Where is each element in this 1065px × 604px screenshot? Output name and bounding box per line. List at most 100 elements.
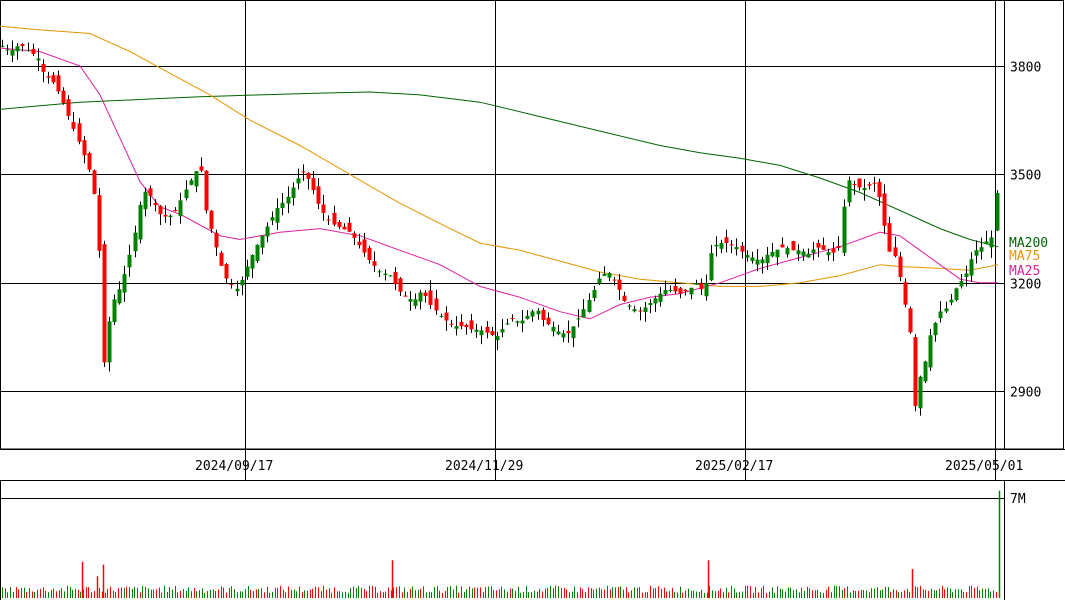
candle-up: [928, 335, 933, 368]
candle-down: [423, 292, 428, 296]
candle-down: [428, 290, 433, 305]
candle-up: [561, 333, 566, 338]
candle-up: [235, 288, 240, 292]
candle-up: [138, 204, 143, 240]
candle-up: [194, 171, 199, 187]
candle-up: [811, 249, 816, 253]
candle-up: [709, 253, 714, 281]
candle-down: [362, 239, 367, 253]
candle-down: [224, 264, 229, 279]
candle-up: [923, 361, 928, 382]
y-tick-label: 3500: [1010, 169, 1041, 184]
candle-down: [357, 241, 362, 246]
candle-up: [826, 252, 831, 256]
candle-up: [842, 206, 847, 253]
candle-down: [780, 244, 785, 248]
candle-down: [342, 226, 347, 230]
candle-down: [337, 221, 342, 228]
candle-up: [949, 299, 954, 303]
candle-down: [163, 214, 168, 217]
candle-down: [20, 44, 25, 47]
candle-up: [760, 259, 765, 264]
candle-down: [913, 337, 918, 406]
candle-down: [347, 222, 352, 232]
candle-up: [530, 311, 535, 317]
candle-down: [372, 261, 377, 266]
candle-down: [219, 252, 224, 266]
candle-down: [46, 76, 51, 78]
candle-down: [617, 279, 622, 290]
candle-up: [632, 309, 637, 312]
candle-down: [332, 212, 337, 225]
candle-up: [117, 289, 122, 304]
candle-down: [485, 326, 490, 333]
candle-up: [587, 299, 592, 312]
candle-down: [857, 178, 862, 188]
candle-down: [61, 90, 66, 104]
y-tick-label: 2900: [1010, 386, 1041, 401]
candle-up: [377, 271, 382, 273]
candle-up: [755, 259, 760, 265]
candle-down: [71, 122, 76, 129]
candle-up: [704, 283, 709, 297]
candle-up: [627, 305, 632, 307]
candle-up: [0, 45, 5, 47]
candle-down: [66, 99, 71, 116]
candle-down: [566, 330, 571, 334]
candle-up: [918, 376, 923, 409]
candle-down: [321, 204, 326, 213]
candle-up: [10, 49, 15, 56]
candle-up: [592, 290, 597, 299]
candle-up: [969, 259, 974, 276]
candle-down: [199, 166, 204, 171]
candle-down: [102, 244, 107, 363]
candle-down: [678, 288, 683, 294]
candle-down: [638, 310, 643, 312]
candle-down: [887, 223, 892, 252]
candle-up: [168, 215, 173, 217]
candle-up: [551, 326, 556, 332]
candle-down: [816, 242, 821, 248]
candle-down: [882, 193, 887, 226]
candle-up: [745, 255, 750, 258]
candle-up: [785, 248, 790, 255]
candle-up: [750, 257, 755, 261]
candle-up: [296, 178, 301, 184]
candle-down: [158, 205, 163, 215]
candle-down: [464, 324, 469, 328]
candle-down: [821, 245, 826, 250]
candle-up: [974, 250, 979, 256]
candle-up: [15, 46, 20, 52]
candle-up: [796, 250, 801, 255]
candle-down: [872, 182, 877, 184]
candle-up: [245, 266, 250, 277]
candle-down: [510, 317, 515, 319]
candle-up: [995, 192, 1000, 231]
candle-up: [505, 323, 510, 325]
candle-up: [694, 283, 699, 285]
candle-down: [683, 289, 688, 292]
candle-up: [255, 244, 260, 262]
candle-up: [240, 280, 245, 286]
candle-down: [306, 172, 311, 179]
candle-down: [326, 219, 331, 221]
candle-down: [41, 64, 46, 72]
candle-down: [469, 320, 474, 330]
candle-up: [122, 274, 127, 293]
candle-up: [184, 189, 189, 199]
candle-down: [724, 237, 729, 244]
candle-up: [658, 293, 663, 302]
candle-down: [867, 184, 872, 186]
candle-up: [388, 275, 393, 277]
candle-down: [403, 295, 408, 297]
candle-down: [893, 247, 898, 257]
candle-up: [714, 244, 719, 247]
candle-up: [275, 208, 280, 223]
candle-down: [449, 323, 454, 325]
candle-up: [607, 273, 612, 278]
candle-up: [454, 326, 459, 329]
candle-down: [908, 308, 913, 333]
candle-up: [291, 187, 296, 199]
candle-down: [87, 153, 92, 170]
